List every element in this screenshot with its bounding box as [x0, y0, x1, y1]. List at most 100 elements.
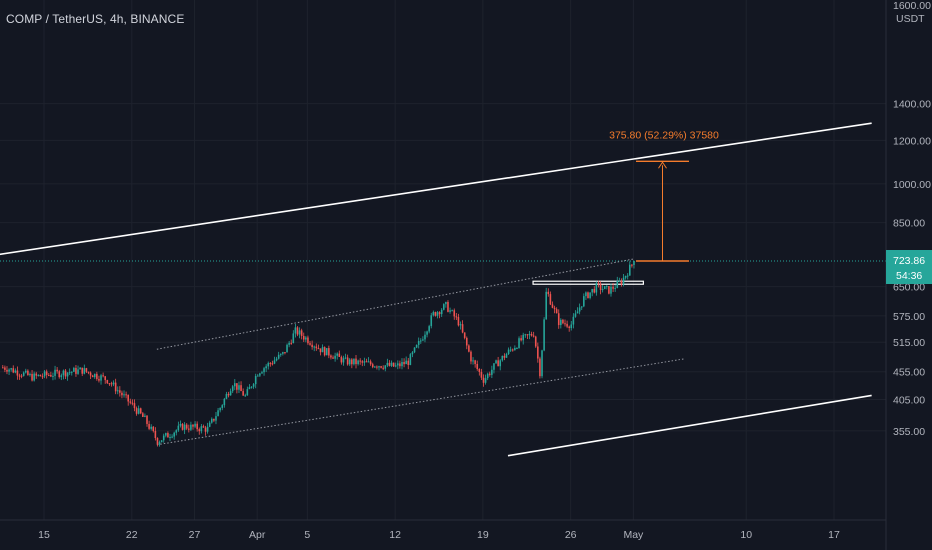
candle-body-down [45, 371, 48, 375]
candle-body-up [221, 405, 224, 408]
candle-body-down [438, 312, 441, 315]
candle-body-down [35, 373, 38, 376]
candle-body-down [311, 344, 313, 348]
candle-body-down [399, 363, 401, 367]
candle-body-up [545, 291, 547, 320]
candle-body-down [131, 402, 134, 404]
price-range-measure[interactable]: 375.80 (52.29%) 37580 [609, 129, 719, 262]
candle-body-down [146, 415, 148, 424]
candle-body-down [587, 292, 589, 298]
candle-body-down [236, 383, 238, 390]
time-tick-label: 19 [477, 529, 489, 541]
price-axis[interactable]: 1400.00 1200.00 1000.00 850.00 650.00 575.00 5… [893, 99, 931, 438]
candle-body-up [629, 264, 631, 276]
candle-body-up [43, 371, 46, 377]
candle-body-down [20, 375, 23, 377]
candle-body-up [378, 366, 380, 368]
candle-body-up [150, 426, 152, 429]
candle-body-up [574, 313, 577, 317]
candle-body-up [162, 435, 165, 441]
price-tick-label: 650.00 [893, 282, 925, 294]
candle-body-up [73, 367, 75, 372]
candle-body-up [144, 415, 146, 417]
candle-body-up [173, 432, 175, 437]
price-tick-label: 1400.00 [893, 99, 931, 111]
candle-body-down [434, 312, 437, 316]
currency-label[interactable]: USDT [896, 13, 925, 25]
time-axis[interactable]: 15 22 27 Apr 5 12 19 26 May 10 17 [38, 529, 840, 541]
candle-body-up [601, 289, 604, 291]
current-price-tag [886, 250, 932, 284]
candle-body-up [411, 352, 414, 355]
candle-body-down [102, 375, 104, 377]
candle-body-up [279, 353, 282, 355]
candle-body-up [37, 374, 40, 376]
candle-body-down [148, 423, 150, 429]
candle-body-down [6, 369, 8, 372]
candle-body-up [451, 310, 453, 312]
candle-body-up [606, 286, 608, 288]
candle-body-up [505, 354, 508, 358]
candle-body-down [539, 358, 541, 377]
candle-body-up [618, 280, 621, 282]
price-tick-label: 1200.00 [893, 135, 931, 147]
measure-arrowhead [658, 161, 667, 169]
candle-body-up [420, 340, 422, 342]
candle-body-up [409, 354, 412, 365]
time-tick-label: 15 [38, 529, 50, 541]
candle-body-up [491, 369, 493, 375]
candle-body-up [267, 363, 270, 367]
candle-body-up [62, 370, 65, 376]
trendline [0, 122, 872, 256]
candle-body-down [196, 423, 198, 430]
candle-body-up [422, 339, 424, 341]
candle-body-down [56, 369, 58, 372]
candle-body-up [449, 310, 451, 312]
candle-body-up [560, 319, 562, 326]
candle-body-up [273, 360, 276, 364]
candle-body-up [589, 292, 591, 298]
candle-body-up [77, 369, 79, 374]
candle-body-down [240, 385, 242, 392]
candle-body-up [428, 326, 430, 332]
candle-body-up [179, 423, 182, 426]
candle-body-down [376, 366, 378, 368]
candle-body-down [599, 283, 602, 290]
time-tick-label: 10 [740, 529, 752, 541]
candle-body-down [547, 291, 550, 295]
candle-body-down [537, 346, 539, 359]
price-tick-label: 515.00 [893, 337, 925, 349]
candle-body-up [442, 304, 445, 310]
candle-body-up [583, 296, 585, 307]
candle-body-up [66, 372, 69, 377]
trendlines[interactable] [0, 122, 872, 457]
candle-body-up [217, 410, 219, 417]
candle-body-down [75, 367, 77, 374]
candle-body-up [603, 286, 606, 290]
candle-body-down [553, 307, 556, 310]
candle-body-down [359, 360, 361, 362]
candle-body-down [340, 356, 343, 363]
candle-body-up [100, 375, 102, 381]
candle-body-up [165, 433, 167, 436]
candle-body-down [453, 310, 456, 317]
candle-body-up [208, 422, 211, 427]
candle-body-down [64, 370, 67, 377]
candle-body-up [413, 347, 416, 353]
candle-body-down [380, 366, 382, 368]
candle-body-up [233, 383, 236, 387]
candle-body-up [206, 426, 209, 432]
time-tick-label: 12 [389, 529, 401, 541]
candle-body-up [175, 430, 178, 433]
candle-body-down [476, 363, 479, 369]
candle-body-down [156, 438, 159, 445]
candle-body-up [486, 373, 489, 379]
candle-body-up [183, 424, 186, 430]
candle-body-up [622, 277, 625, 285]
candle-body-up [298, 330, 301, 335]
grid [0, 0, 886, 520]
candle-body-down [242, 391, 244, 396]
candle-body-up [93, 373, 96, 378]
